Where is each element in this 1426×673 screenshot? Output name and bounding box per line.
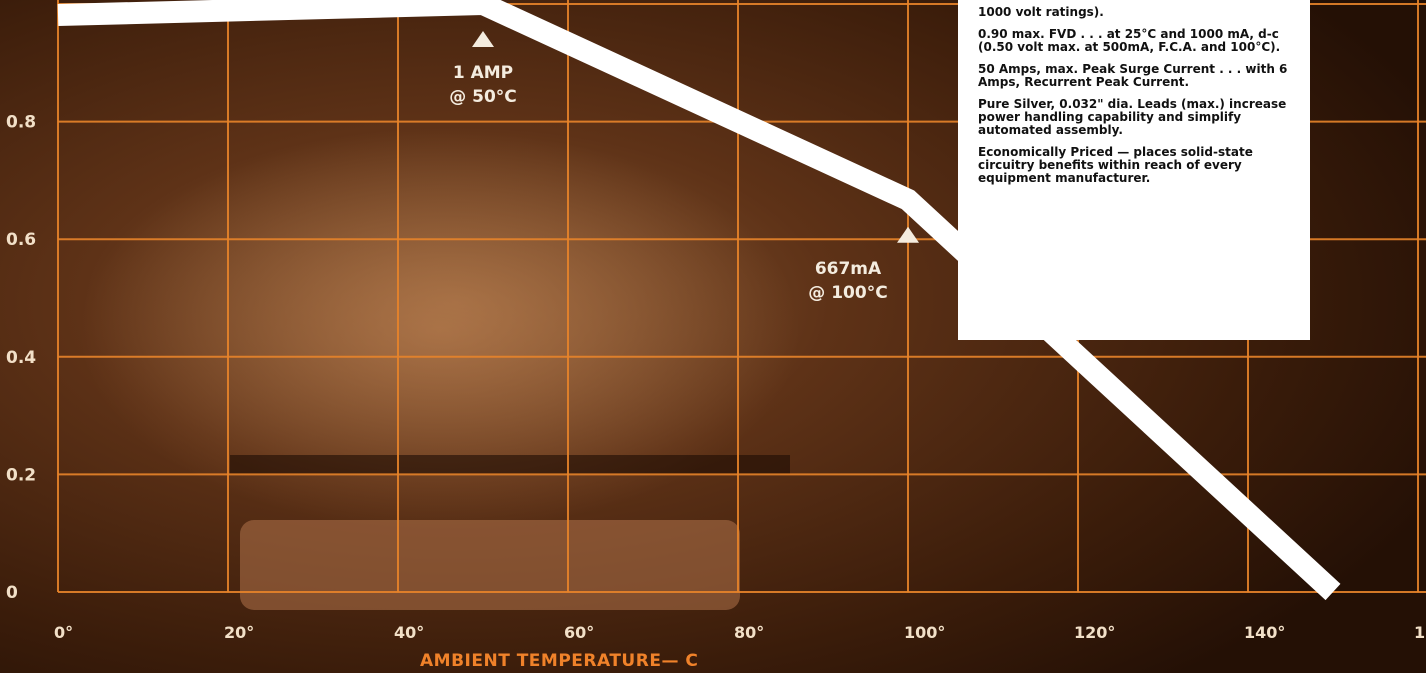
- y-tick-label: 0.6: [6, 230, 36, 250]
- annotations: 1 AMP @ 50°C 667mA @ 100°C: [449, 31, 919, 303]
- photo-board: [230, 455, 790, 475]
- spec-paragraph-2: 0.90 max. FVD . . . at 25°C and 1000 mA,…: [978, 27, 1281, 54]
- x-axis-ticks: 0° 20° 40° 60° 80° 100° 120° 140° 160°: [54, 623, 1426, 642]
- x-tick-label: 100°: [904, 623, 945, 642]
- derating-curve-series: [57, 0, 1341, 601]
- x-tick-label: 120°: [1074, 623, 1115, 642]
- annotation-triangle-icon: [897, 226, 919, 243]
- annotation-label: @ 50°C: [449, 87, 517, 107]
- x-tick-label: 20°: [224, 623, 254, 642]
- x-tick-label: 60°: [564, 623, 594, 642]
- x-axis-title: AMBIENT TEMPERATURE— C: [420, 651, 698, 671]
- spec-paragraph-4: Pure Silver, 0.032" dia. Leads (max.) in…: [978, 97, 1287, 137]
- spec-box: 1000 volt ratings). 0.90 max. FVD . . . …: [958, 0, 1310, 340]
- y-tick-label: 0: [6, 583, 18, 603]
- x-tick-label: 140°: [1244, 623, 1285, 642]
- y-tick-label: 0.4: [6, 348, 36, 368]
- annotation-label: 1 AMP: [453, 63, 513, 83]
- annotation-triangle-icon: [472, 31, 494, 47]
- y-axis-ticks: 0 0.2 0.4 0.6 0.8: [6, 113, 36, 603]
- spec-paragraph-1: 1000 volt ratings).: [978, 5, 1104, 19]
- photo-base-plate: [240, 520, 740, 610]
- annotation-label: 667mA: [815, 259, 882, 279]
- x-tick-label: 40°: [394, 623, 424, 642]
- spec-paragraph-5: Economically Priced — places solid-state…: [978, 145, 1253, 185]
- x-tick-label: 80°: [734, 623, 764, 642]
- annotation-label: @ 100°C: [808, 283, 887, 303]
- y-tick-label: 0.2: [6, 465, 36, 485]
- spec-paragraph-3: 50 Amps, max. Peak Surge Current . . . w…: [978, 62, 1288, 89]
- x-tick-label: 0°: [54, 623, 73, 642]
- photo-glow: [80, 130, 800, 530]
- y-tick-label: 0.8: [6, 113, 36, 133]
- x-tick-label: 160°: [1414, 623, 1426, 642]
